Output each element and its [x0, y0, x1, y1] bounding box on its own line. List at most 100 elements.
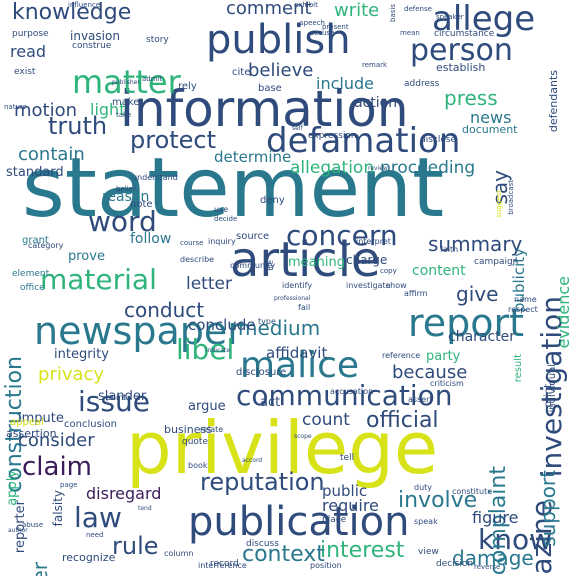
word-file: file	[267, 260, 275, 271]
word-communication: communication	[236, 379, 453, 412]
word-information: information	[120, 80, 409, 138]
word-basis: basis	[389, 4, 397, 22]
word-damage: damage	[452, 546, 534, 570]
word-self: self	[292, 125, 303, 132]
word-knowledge: knowledge	[12, 0, 132, 25]
word-result: result	[513, 354, 524, 383]
word-action: action	[354, 95, 398, 111]
word-evidence: evidence	[554, 276, 573, 349]
word-author: author	[8, 527, 28, 534]
word-follow: follow	[130, 231, 172, 247]
word-influence: influence	[68, 1, 101, 9]
word-position: position	[310, 561, 342, 570]
word-material: material	[40, 263, 157, 296]
word-determine: determine	[214, 148, 292, 166]
word-read: read	[10, 42, 47, 61]
word-privacy: privacy	[38, 364, 105, 385]
word-involve: involve	[398, 488, 478, 513]
word-show: show	[386, 281, 407, 290]
word-interpret: interpret	[356, 237, 391, 246]
word-impute: impute	[18, 411, 64, 426]
word-constitute: constitute	[452, 487, 493, 496]
word-report: report	[408, 301, 525, 345]
word-book: book	[188, 461, 208, 470]
word-publication: publication	[188, 499, 410, 545]
word-libel: libel	[176, 333, 235, 366]
word-reason: reason	[102, 189, 150, 205]
word-present: present	[322, 23, 349, 31]
word-record: record	[210, 559, 239, 569]
word-write: write	[334, 0, 380, 21]
word-person: person	[410, 33, 513, 68]
word-comment: comment	[226, 0, 312, 19]
word-slander: slander	[98, 389, 147, 404]
word-protect: protect	[130, 126, 217, 154]
word-medium: medium	[238, 316, 321, 340]
word-appeal: appeal	[10, 417, 44, 428]
word-relate: relate	[200, 425, 224, 434]
word-column: column	[164, 549, 194, 558]
word-matter: matter	[72, 63, 181, 101]
word-decide: decide	[214, 215, 238, 223]
word-because: because	[392, 362, 468, 383]
word-purpose: purpose	[12, 29, 49, 39]
word-news: news	[470, 108, 512, 127]
word-suggest: suggest	[495, 190, 503, 218]
word-expression: expression	[308, 131, 357, 141]
word-assert: assert	[408, 395, 433, 404]
word-take: take	[116, 111, 132, 119]
word-disclosure: disclosure	[236, 367, 287, 378]
word-address: address	[404, 79, 440, 89]
word-disclose: disclose	[420, 135, 457, 145]
word-require: require	[322, 496, 379, 515]
word-prove: prove	[68, 249, 105, 264]
word-business: business	[164, 423, 212, 436]
word-summary: summary	[428, 232, 523, 256]
word-conclude: conclude	[188, 316, 256, 334]
word-allege: allege	[432, 0, 536, 39]
word-conclusion: conclusion	[64, 419, 118, 430]
word-accord: accord	[242, 457, 263, 464]
word-standard: standard	[6, 165, 64, 180]
word-count: count	[302, 410, 350, 430]
word-assertion: assertion	[6, 427, 57, 440]
word-speaker: speaker	[436, 13, 464, 21]
word-admit: admit	[142, 75, 163, 83]
word-discuss: discuss	[246, 539, 279, 549]
word-apply: apply	[5, 470, 20, 506]
word-decision: decision	[436, 559, 474, 569]
word-name: name	[514, 295, 537, 304]
word-point: point	[106, 393, 127, 402]
word-inquiry: inquiry	[208, 237, 236, 246]
word-duty: duty	[414, 483, 433, 492]
word-quote: quote	[182, 437, 208, 447]
word-reference: reference	[382, 351, 421, 360]
word-privilege: privilege	[126, 406, 439, 490]
word-rule: rule	[112, 532, 159, 560]
word-tell: tell	[340, 453, 355, 463]
word-truth: truth	[48, 112, 108, 140]
word-malice: malice	[240, 345, 360, 386]
word-falsity: falsity	[51, 490, 65, 527]
word-exhibit: exhibit	[294, 1, 318, 9]
word-view: view	[418, 547, 439, 557]
word-figure: figure	[472, 508, 519, 527]
word-reputation: reputation	[200, 468, 325, 496]
word-page: page	[60, 481, 78, 489]
word-establish: establish	[436, 61, 486, 74]
word-type: type	[258, 317, 276, 326]
word-official: official	[366, 408, 439, 433]
word-criticism: criticism	[430, 379, 464, 388]
word-place: place	[322, 515, 347, 525]
word-speech: speech	[300, 19, 325, 27]
word-print: print	[543, 384, 554, 408]
word-cite: cite	[232, 67, 251, 78]
word-tend: tend	[138, 505, 152, 512]
word-give: give	[456, 282, 499, 306]
word-integrity: integrity	[54, 347, 109, 362]
word-abuse: abuse	[22, 521, 44, 529]
word-word: word	[88, 205, 157, 238]
word-indicate: indicate	[206, 347, 230, 354]
word-make: make	[112, 97, 140, 108]
